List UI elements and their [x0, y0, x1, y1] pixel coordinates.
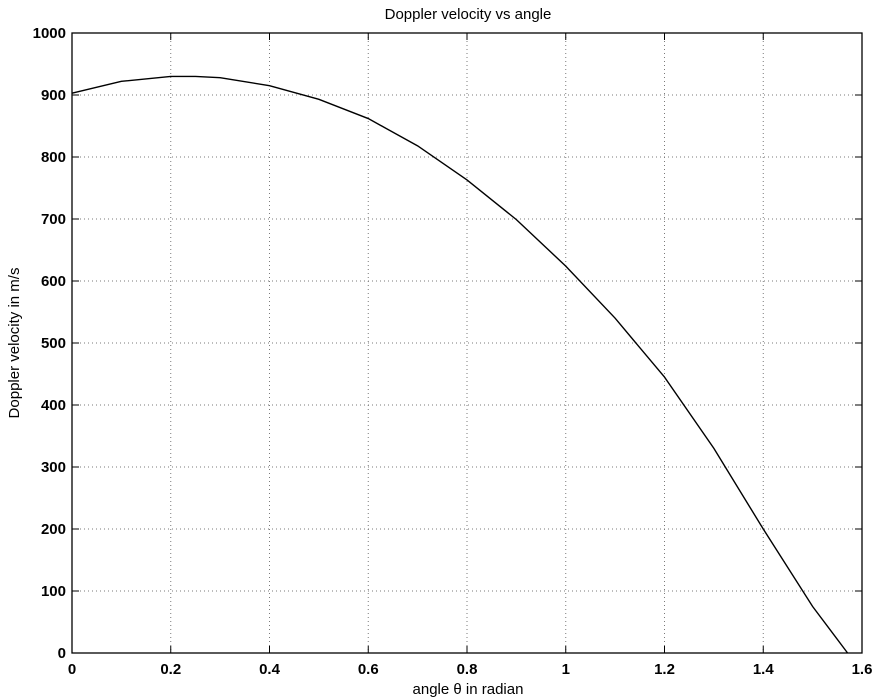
grid-lines — [72, 33, 862, 653]
y-axis-label: Doppler velocity in m/s — [6, 268, 23, 419]
y-tick-label: 500 — [41, 335, 66, 352]
x-tick-label: 1 — [562, 661, 570, 678]
y-tick-labels: 0 100 200 300 400 500 600 700 800 900 1000 — [33, 25, 66, 662]
y-tick-label: 300 — [41, 459, 66, 476]
y-tick-label: 800 — [41, 149, 66, 166]
x-tick-label: 1.4 — [753, 661, 775, 678]
x-tick-labels: 0 0.2 0.4 0.6 0.8 1 1.2 1.4 1.6 — [68, 661, 873, 678]
y-tick-label: 900 — [41, 87, 66, 104]
series-line — [71, 75, 849, 654]
x-tick-label: 0.8 — [457, 661, 478, 678]
y-tick-label: 700 — [41, 211, 66, 228]
x-axis-label: angle θ in radian — [413, 681, 524, 698]
x-tick-label: 1.2 — [654, 661, 675, 678]
y-tick-label: 0 — [58, 645, 66, 662]
x-tick-label: 0.6 — [358, 661, 379, 678]
series-layer — [71, 75, 849, 654]
y-tick-label: 100 — [41, 583, 66, 600]
tick-marks — [71, 32, 863, 654]
x-tick-label: 1.6 — [852, 661, 873, 678]
chart-title: Doppler velocity vs angle — [385, 6, 552, 23]
x-tick-label: 0.2 — [160, 661, 181, 678]
y-tick-label: 1000 — [33, 25, 66, 42]
y-tick-label: 400 — [41, 397, 66, 414]
y-tick-label: 600 — [41, 273, 66, 290]
y-tick-label: 200 — [41, 521, 66, 538]
x-tick-label: 0.4 — [259, 661, 281, 678]
x-tick-label: 0 — [68, 661, 76, 678]
